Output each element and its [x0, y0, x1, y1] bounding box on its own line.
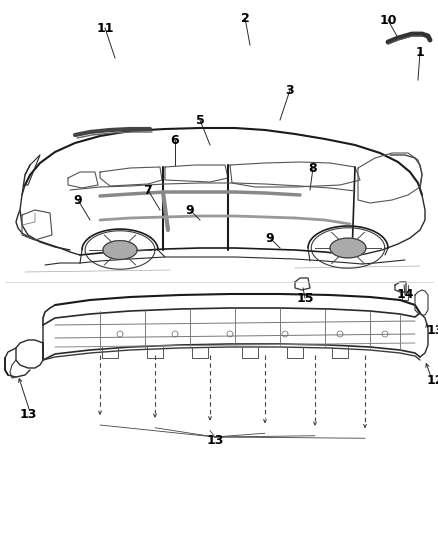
Text: 9: 9 — [266, 231, 274, 245]
Text: 10: 10 — [379, 13, 397, 27]
Text: 3: 3 — [286, 84, 294, 96]
Text: 2: 2 — [240, 12, 249, 25]
Text: 9: 9 — [74, 193, 82, 206]
Text: 13: 13 — [426, 324, 438, 336]
Text: 9: 9 — [186, 204, 194, 216]
Text: 13: 13 — [206, 433, 224, 447]
Polygon shape — [103, 240, 137, 260]
Text: 1: 1 — [416, 45, 424, 59]
Text: 14: 14 — [396, 288, 414, 302]
Text: 11: 11 — [96, 21, 114, 35]
Polygon shape — [330, 238, 366, 258]
Text: 8: 8 — [309, 161, 317, 174]
Text: 5: 5 — [196, 114, 205, 126]
Text: 13: 13 — [19, 408, 37, 422]
Text: 15: 15 — [296, 292, 314, 304]
Text: 6: 6 — [171, 133, 179, 147]
Text: 7: 7 — [144, 183, 152, 197]
Text: 12: 12 — [426, 374, 438, 386]
